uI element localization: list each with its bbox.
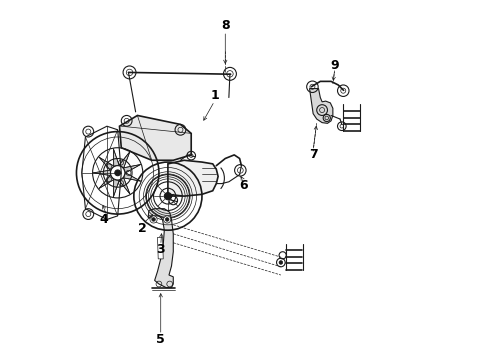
Text: 5: 5 bbox=[156, 333, 165, 346]
Text: 4: 4 bbox=[99, 213, 108, 226]
Polygon shape bbox=[310, 89, 333, 123]
Text: 6: 6 bbox=[239, 179, 247, 192]
Circle shape bbox=[150, 216, 157, 223]
Polygon shape bbox=[99, 176, 114, 189]
Polygon shape bbox=[114, 180, 119, 197]
Text: 2: 2 bbox=[138, 222, 147, 235]
Polygon shape bbox=[157, 237, 163, 259]
Polygon shape bbox=[168, 160, 218, 196]
Circle shape bbox=[164, 216, 171, 223]
Polygon shape bbox=[119, 178, 130, 194]
Text: 1: 1 bbox=[210, 89, 219, 102]
Text: 3: 3 bbox=[156, 243, 165, 256]
Text: 8: 8 bbox=[221, 19, 230, 32]
Circle shape bbox=[166, 218, 169, 221]
Circle shape bbox=[164, 193, 171, 200]
Text: 9: 9 bbox=[330, 59, 339, 72]
Polygon shape bbox=[99, 157, 114, 170]
Polygon shape bbox=[148, 209, 173, 288]
Circle shape bbox=[115, 170, 121, 176]
Polygon shape bbox=[119, 152, 130, 168]
Polygon shape bbox=[124, 165, 141, 173]
Circle shape bbox=[279, 261, 283, 264]
Polygon shape bbox=[93, 170, 110, 176]
Polygon shape bbox=[124, 173, 141, 181]
Polygon shape bbox=[120, 116, 191, 160]
Text: 7: 7 bbox=[309, 148, 318, 161]
Circle shape bbox=[152, 218, 155, 221]
Polygon shape bbox=[114, 149, 119, 166]
